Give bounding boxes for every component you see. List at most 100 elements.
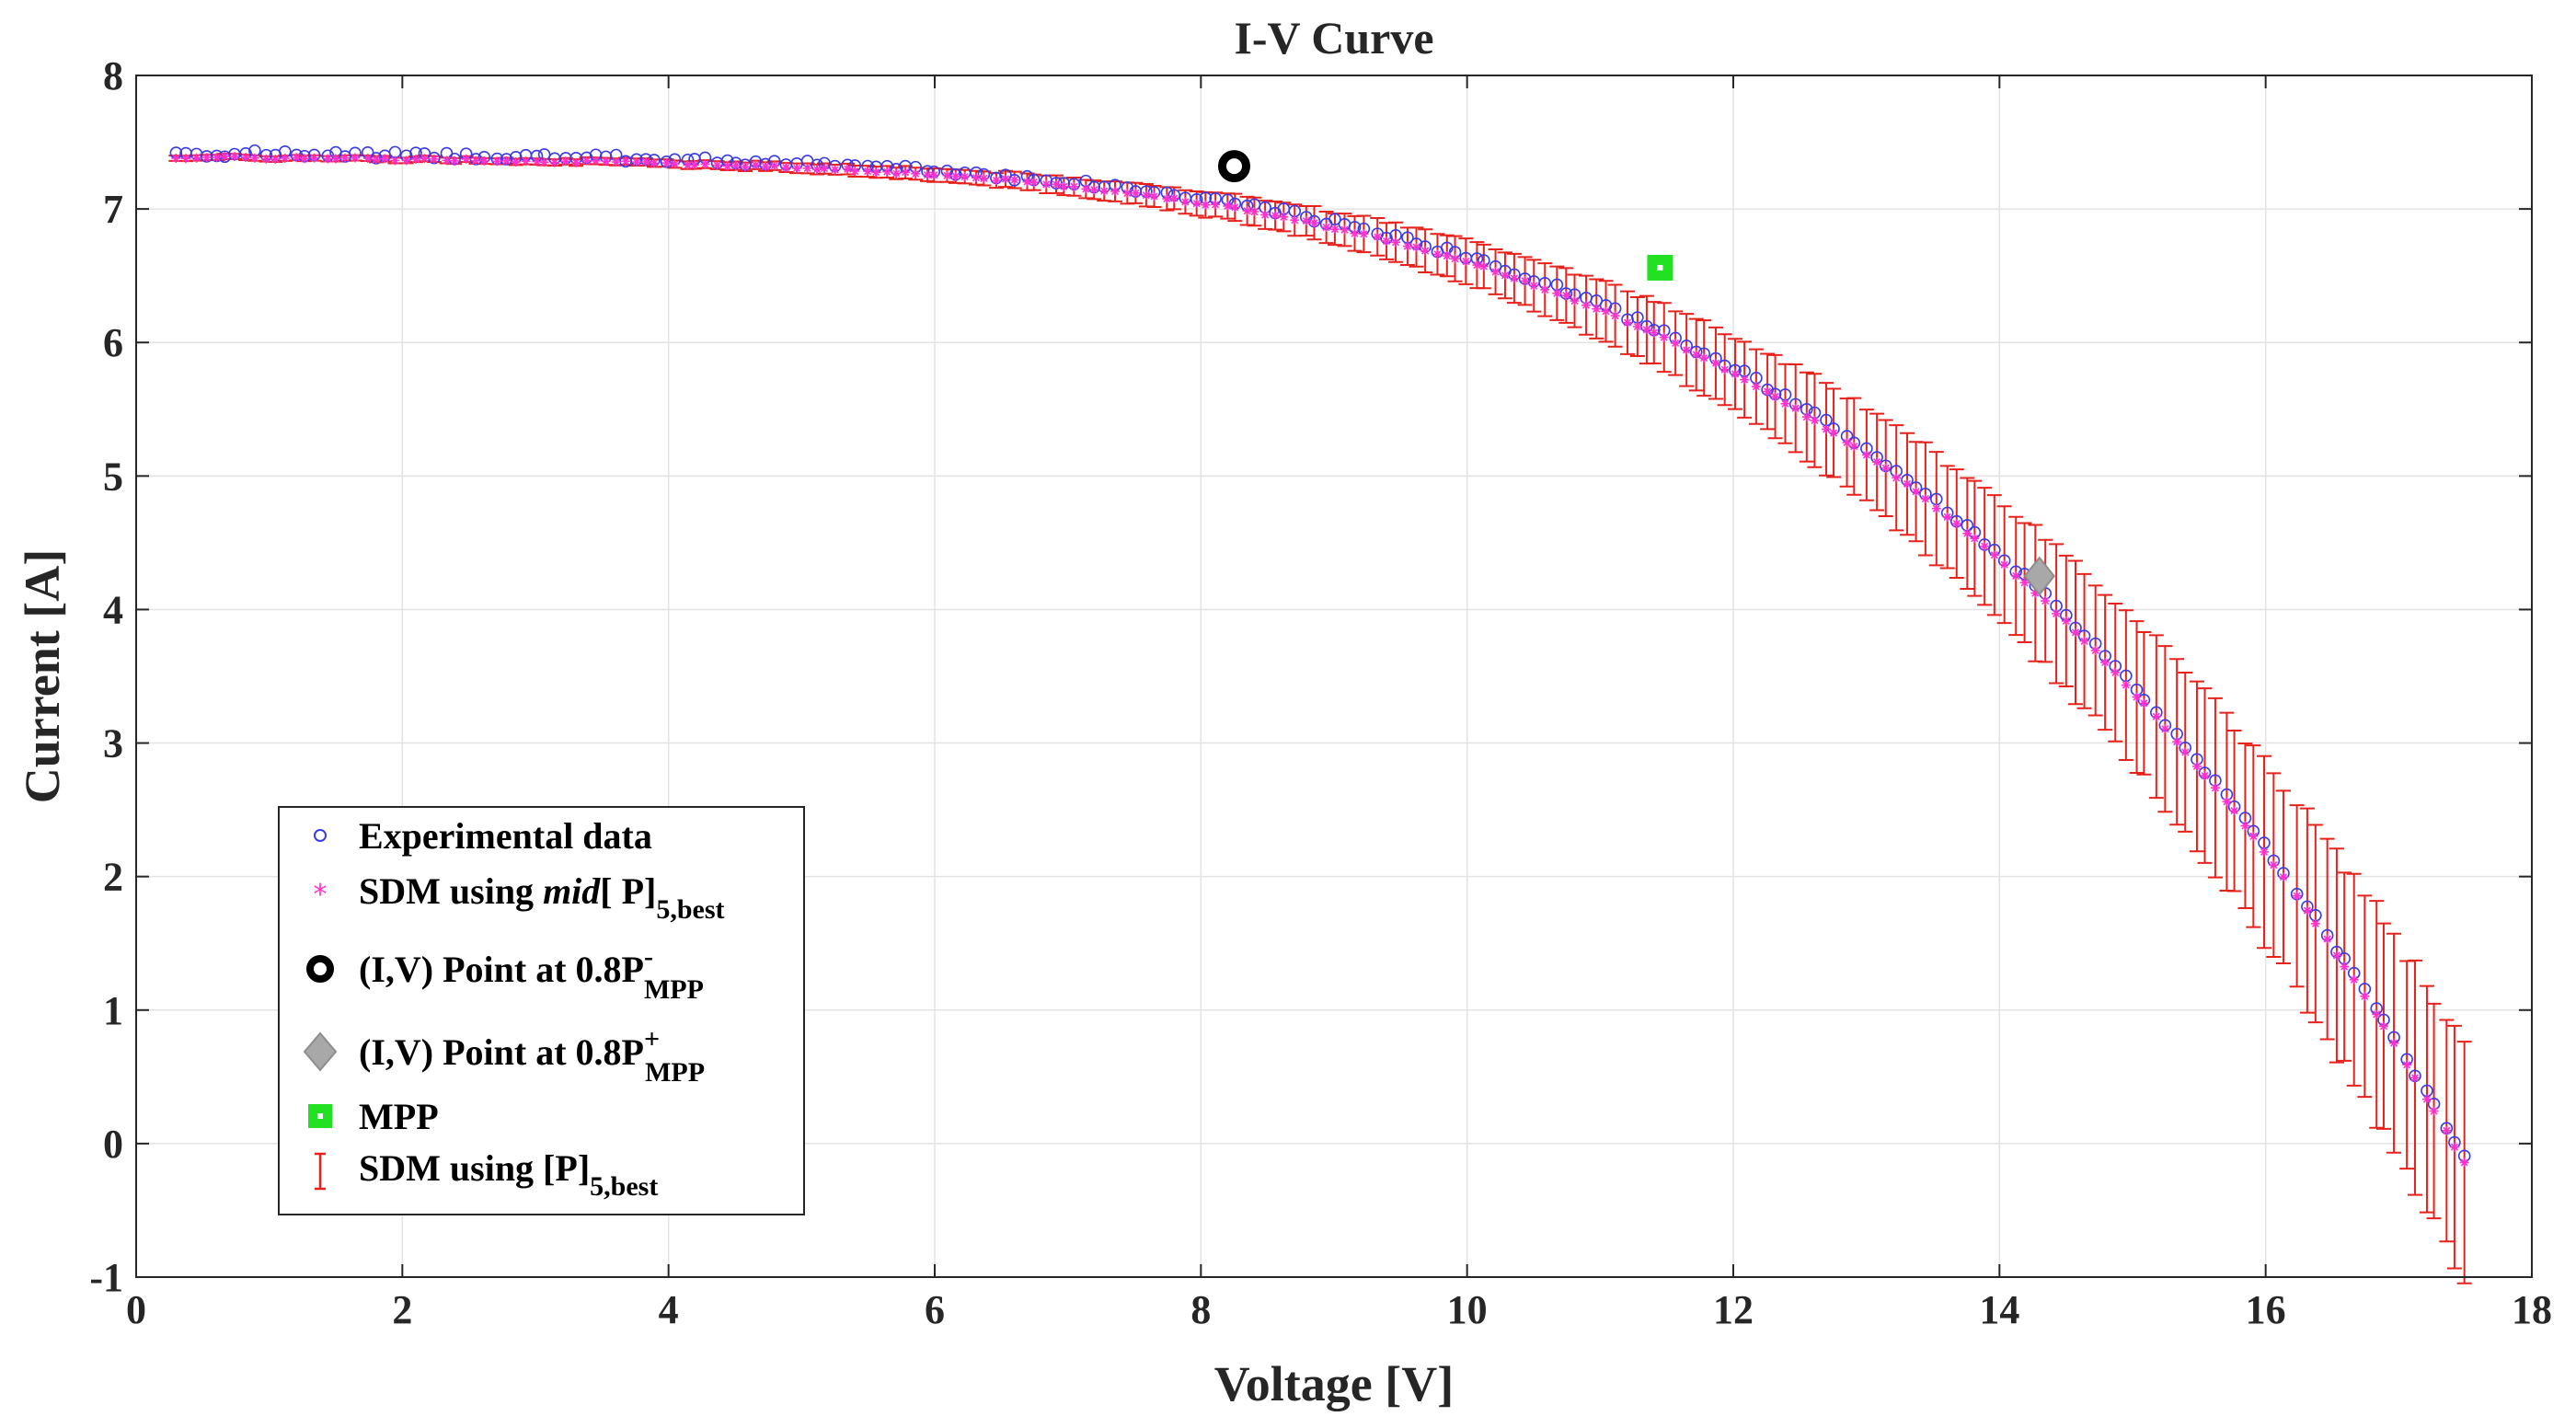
sdm-mid-stroke bbox=[561, 157, 569, 166]
sdm-mid-point bbox=[1810, 416, 1820, 426]
sdm-mid-point bbox=[479, 155, 489, 166]
sdm-mid-stroke bbox=[1491, 268, 1500, 276]
sdm-mid-point bbox=[1911, 487, 1921, 497]
sdm-mid-stroke bbox=[391, 156, 399, 165]
sdm-mid-stroke bbox=[1473, 261, 1481, 270]
sdm-mid-point bbox=[300, 154, 310, 164]
sdm-mid-stroke bbox=[2230, 807, 2238, 815]
sdm-mid-point bbox=[2302, 905, 2312, 916]
legend-sdm-mid-marker: * bbox=[314, 879, 328, 911]
sdm-mid-stroke bbox=[172, 154, 180, 163]
sdm-mid-point bbox=[2421, 1094, 2432, 1104]
sdm-mid-point bbox=[1359, 229, 1369, 239]
sdm-mid-stroke bbox=[892, 169, 901, 178]
x-tick-label: 10 bbox=[1447, 1287, 1488, 1332]
sdm-mid-stroke bbox=[1029, 178, 1038, 187]
sdm-mid-stroke bbox=[1921, 495, 1929, 503]
sdm-mid-stroke bbox=[221, 153, 229, 161]
sdm-mid-point bbox=[2191, 761, 2202, 771]
sdm-mid-stroke bbox=[2270, 861, 2278, 869]
sdm-mid-point bbox=[2132, 692, 2142, 702]
x-tick-label: 18 bbox=[2512, 1287, 2552, 1332]
sdm-mid-point bbox=[249, 153, 259, 163]
sdm-mid-stroke bbox=[2133, 693, 2141, 701]
sdm-mid-point bbox=[1880, 463, 1891, 473]
sdm-mid-stroke bbox=[363, 154, 372, 163]
legend: Experimental data * SDM using mid[ P]5,b… bbox=[278, 806, 805, 1215]
sdm-mid-point bbox=[380, 154, 390, 164]
sdm-mid-point bbox=[2052, 608, 2062, 618]
sdm-mid-stroke bbox=[1224, 202, 1232, 211]
key-point-0.8p-minus bbox=[1218, 150, 1250, 183]
sdm-mid-point bbox=[1290, 215, 1300, 225]
sdm-mid-stroke bbox=[1192, 200, 1201, 208]
sdm-mid-stroke bbox=[701, 160, 709, 168]
sdm-mid-point bbox=[690, 160, 700, 170]
sdm-mid-point bbox=[1801, 412, 1811, 422]
sdm-mid-point bbox=[1081, 184, 1091, 194]
sdm-mid-point bbox=[1931, 503, 1941, 513]
sdm-mid-point bbox=[1561, 291, 1571, 301]
sdm-mid-stroke bbox=[1720, 365, 1729, 374]
sdm-mid-point bbox=[2409, 1073, 2420, 1083]
sdm-mid-stroke bbox=[242, 153, 250, 162]
sdm-mid-stroke bbox=[1932, 504, 1940, 512]
sdm-mid-point bbox=[1822, 424, 1832, 434]
sdm-mid-stroke bbox=[420, 155, 429, 163]
sdm-mid-point bbox=[843, 164, 853, 174]
sdm-mid-point bbox=[270, 155, 281, 165]
sdm-mid-stroke bbox=[1100, 187, 1109, 195]
sdm-mid-stroke bbox=[192, 154, 201, 162]
sdm-mid-point bbox=[631, 157, 641, 167]
sdm-mid-stroke bbox=[582, 156, 591, 165]
sdm-mid-stroke bbox=[1382, 236, 1391, 246]
x-tick-label: 2 bbox=[392, 1287, 412, 1332]
sdm-mid-stroke bbox=[2260, 847, 2269, 857]
sdm-mid-point bbox=[700, 159, 710, 169]
sdm-mid-point bbox=[390, 155, 400, 166]
sdm-mid-stroke bbox=[1602, 307, 1610, 316]
sdm-mid-point bbox=[802, 163, 812, 173]
sdm-mid-stroke bbox=[1443, 251, 1451, 260]
sdm-mid-stroke bbox=[1302, 216, 1310, 225]
sdm-mid-stroke bbox=[2443, 1126, 2451, 1134]
sdm-mid-point bbox=[1529, 281, 1539, 291]
sdm-mid-point bbox=[1191, 199, 1202, 209]
sdm-mid-point bbox=[1490, 267, 1501, 277]
sdm-mid-stroke bbox=[2062, 616, 2070, 625]
sdm-mid-stroke bbox=[1322, 223, 1330, 232]
sdm-mid-point bbox=[1432, 249, 1443, 259]
sdm-mid-point bbox=[950, 171, 960, 181]
sdm-mid-point bbox=[1552, 288, 1562, 298]
sdm-mid-point bbox=[1999, 559, 2009, 570]
sdm-mid-stroke bbox=[281, 154, 289, 163]
sdm-mid-point bbox=[2429, 1106, 2439, 1116]
legend-ring-marker bbox=[306, 955, 334, 983]
legend-experimental-label: Experimental data bbox=[359, 815, 652, 857]
sdm-mid-point bbox=[1500, 271, 1510, 281]
sdm-mid-stroke bbox=[2379, 1022, 2388, 1031]
legend-mpp-label: MPP bbox=[359, 1096, 439, 1137]
sdm-mid-stroke bbox=[550, 158, 559, 167]
sdm-mid-point bbox=[292, 153, 302, 163]
sdm-mid-point bbox=[429, 154, 439, 164]
sdm-mid-point bbox=[761, 162, 771, 172]
y-tick-label: 0 bbox=[103, 1122, 123, 1167]
sdm-mid-point bbox=[942, 170, 952, 180]
sdm-mid-point bbox=[1402, 241, 1412, 251]
sdm-mid-point bbox=[621, 156, 631, 167]
sdm-mid-point bbox=[181, 154, 191, 164]
sdm-mid-stroke bbox=[540, 158, 548, 167]
sdm-mid-point bbox=[2200, 771, 2210, 781]
sdm-mid-point bbox=[1420, 246, 1431, 256]
sdm-mid-point bbox=[871, 167, 881, 178]
sdm-mid-point bbox=[1872, 457, 1882, 467]
sdm-mid-stroke bbox=[2361, 992, 2369, 1000]
sdm-mid-point bbox=[2110, 667, 2121, 677]
sdm-mid-stroke bbox=[1611, 312, 1619, 320]
sdm-mid-point bbox=[1770, 392, 1780, 402]
sdm-mid-stroke bbox=[1110, 187, 1120, 196]
sdm-mid-point bbox=[2121, 680, 2131, 690]
sdm-mid-point bbox=[1260, 210, 1271, 220]
